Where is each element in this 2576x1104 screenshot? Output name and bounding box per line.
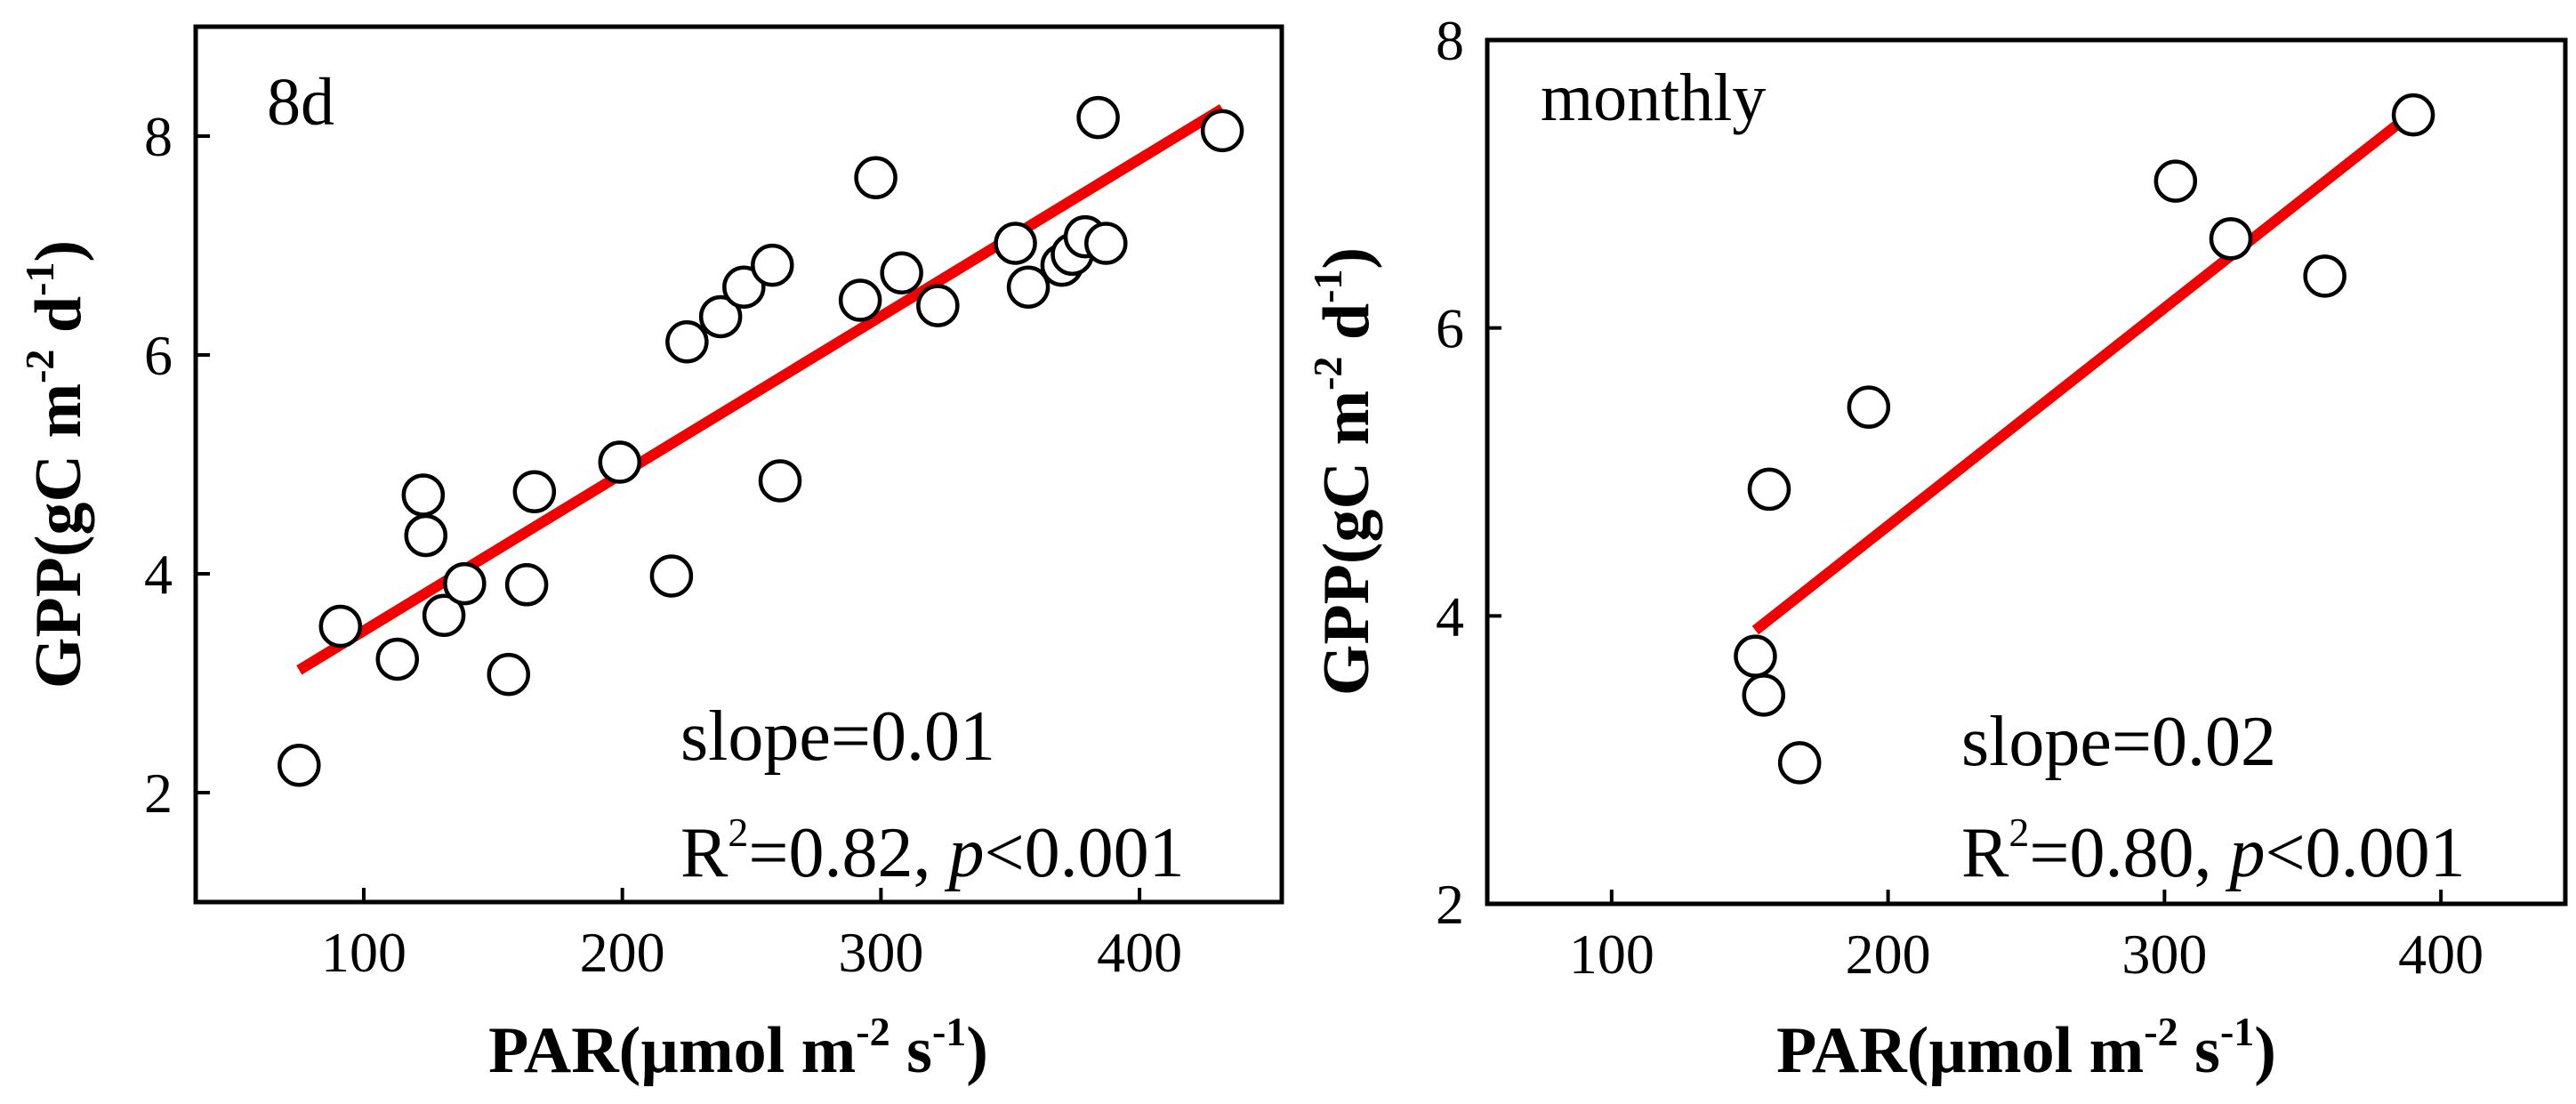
slope-annotation-monthly: slope=0.02: [1961, 703, 2276, 781]
data-point-monthly: [2303, 254, 2347, 298]
data-point-8d: [722, 265, 766, 309]
data-point-8d: [854, 156, 898, 199]
x-tick-label-8d: 100: [321, 921, 407, 984]
data-point-8d: [649, 554, 694, 598]
data-point-8d: [1006, 265, 1051, 309]
data-point-8d: [318, 604, 363, 649]
x-tick-label-8d: 400: [1097, 921, 1182, 984]
data-point-monthly: [2153, 159, 2198, 203]
panel-label-monthly: monthly: [1541, 60, 1766, 135]
y-tick-label-8d: 6: [144, 324, 173, 387]
data-point-monthly: [1777, 741, 1822, 785]
regression-line-8d: [296, 104, 1226, 675]
x-tick-label-monthly: 200: [1846, 923, 1931, 986]
data-point-8d: [916, 284, 960, 327]
data-point-8d: [758, 459, 802, 503]
data-point-monthly: [1734, 634, 1777, 678]
y-tick-label-8d: 2: [144, 762, 173, 825]
regression-line-monthly: [1751, 108, 2417, 635]
data-point-monthly: [1847, 385, 1891, 429]
tick-labels-8d: 100 200 300 400 2 4 6 8: [144, 105, 1182, 984]
plot-frame-monthly: [1485, 37, 2568, 907]
y-axis-title-monthly: GPP(gC m-2 d-1): [1305, 247, 1383, 696]
data-point-8d: [422, 593, 466, 637]
data-point-8d: [504, 563, 549, 607]
data-point-8d: [375, 637, 420, 681]
data-points-8d: [278, 95, 1244, 787]
panel-8d: 100 200 300 400 2 4 6 8 8d slope=0.01 R2=0.82, …: [17, 24, 1284, 1087]
data-point-8d: [665, 319, 709, 364]
data-point-8d: [994, 222, 1037, 265]
tick-labels-monthly: 100 200 300 400 2 4 6 8: [1436, 9, 2483, 986]
x-axis-title-monthly: PAR(µmol m-2 s-1): [1776, 1009, 2276, 1087]
data-point-8d: [598, 440, 642, 484]
data-point-8d: [751, 243, 794, 287]
x-tick-label-8d: 200: [580, 921, 665, 984]
y-tick-label-monthly: 6: [1436, 297, 1464, 360]
x-tick-label-monthly: 400: [2398, 923, 2483, 986]
data-point-8d: [401, 473, 446, 517]
y-tick-label-monthly: 2: [1436, 873, 1464, 936]
data-point-8d: [404, 513, 447, 558]
data-point-8d: [487, 652, 531, 697]
panel-monthly: 100 200 300 400 2 4 6 8 monthly slope=0.02 R2=0…: [1305, 9, 2568, 1087]
y-tick-label-monthly: 8: [1436, 9, 1464, 72]
data-point-8d: [512, 470, 557, 513]
x-axis-title-8d: PAR(µmol m-2 s-1): [488, 1009, 988, 1087]
y-tick-label-monthly: 4: [1436, 584, 1464, 648]
data-point-8d: [838, 278, 882, 322]
y-axis-title-8d: GPP(gC m-2 d-1): [17, 240, 95, 689]
x-tick-label-8d: 300: [838, 921, 923, 984]
data-point-8d: [278, 744, 321, 787]
slope-annotation-8d: slope=0.01: [680, 697, 995, 776]
data-point-8d: [1084, 222, 1128, 265]
panel-label-8d: 8d: [267, 65, 334, 140]
data-point-8d: [880, 251, 923, 294]
y-tick-label-8d: 4: [144, 543, 173, 606]
data-point-monthly: [2391, 93, 2435, 137]
data-point-8d: [443, 561, 487, 606]
y-tick-label-8d: 8: [144, 105, 173, 168]
data-point-monthly: [2209, 217, 2253, 261]
ticks-8d: [196, 134, 1142, 902]
data-point-8d: [1076, 95, 1120, 140]
data-points-monthly: [1734, 93, 2435, 785]
data-point-monthly: [1742, 673, 1786, 717]
plot-frame-8d: [193, 24, 1284, 905]
r2-annotation-8d: R2=0.82, p<0.001: [680, 810, 1185, 892]
data-point-monthly: [1747, 467, 1791, 512]
x-tick-label-monthly: 300: [2121, 923, 2207, 986]
r2-annotation-monthly: R2=0.80, p<0.001: [1961, 810, 2466, 892]
data-point-8d: [698, 294, 743, 339]
ticks-monthly: [1487, 326, 2443, 904]
data-point-8d: [1200, 109, 1244, 153]
x-tick-label-monthly: 100: [1569, 923, 1654, 986]
